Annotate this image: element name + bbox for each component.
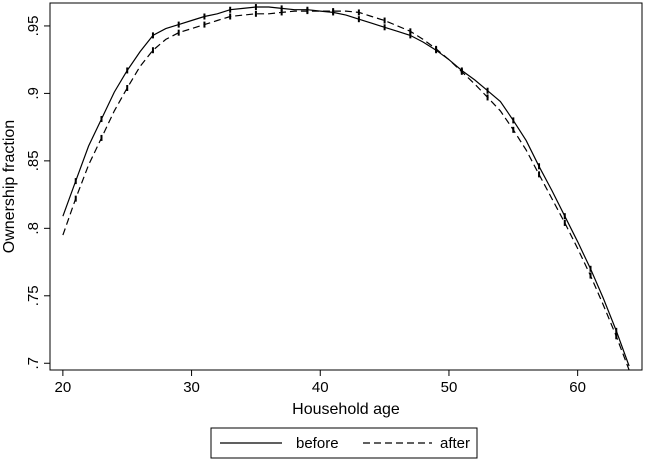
y-tick-label: .8: [25, 222, 42, 235]
x-tick-label: 60: [569, 379, 586, 396]
plot-frame: [49, 2, 643, 371]
x-tick-label: 20: [55, 379, 72, 396]
legend-label-before: before: [296, 435, 339, 452]
legend: before after: [210, 427, 478, 459]
y-tick-label: .9: [25, 87, 42, 100]
y-tick-label: .75: [25, 285, 42, 306]
legend-label-after: after: [440, 435, 470, 452]
y-tick-label: .85: [25, 150, 42, 171]
x-tick-label: 30: [183, 379, 200, 396]
series-line-after: [62, 10, 630, 371]
x-tick-label: 50: [441, 379, 458, 396]
series-layer: [62, 4, 630, 371]
axes: 20 30 40 50 60 .7 .75 .8 .85 .9 .95: [25, 2, 643, 396]
series-line-before: [62, 6, 630, 367]
x-tick-label: 40: [312, 379, 329, 396]
y-tick-label: .7: [25, 357, 42, 370]
y-tick-label: .95: [25, 16, 42, 37]
x-axis-title: Household age: [292, 401, 400, 418]
y-axis-title: Ownership fraction: [1, 120, 18, 253]
